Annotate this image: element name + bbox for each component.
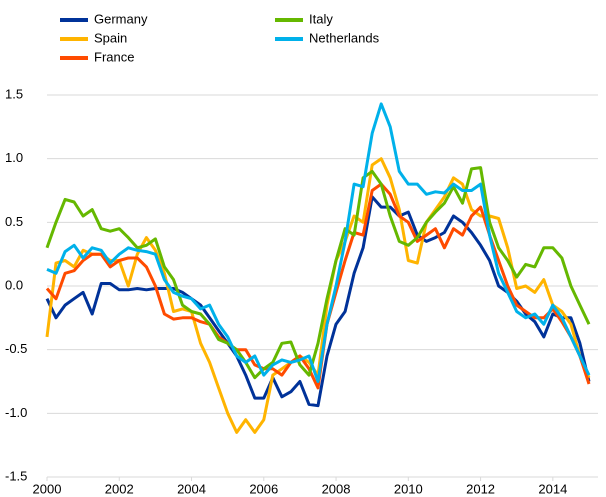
y-tick-label: -1.0 <box>5 405 27 420</box>
line-series <box>46 102 591 383</box>
line-series <box>45 166 591 380</box>
legend-label: Germany <box>94 11 148 26</box>
x-tick-label: 2014 <box>538 481 567 496</box>
line-series <box>45 182 591 390</box>
y-tick-label: 1.0 <box>5 150 23 165</box>
legend-label: Spain <box>94 30 127 45</box>
y-tick-label: 0.0 <box>5 277 23 292</box>
x-tick-label: 2008 <box>322 481 351 496</box>
x-tick-label: 2004 <box>177 481 206 496</box>
x-tick-label: 2000 <box>33 481 62 496</box>
line-series <box>45 195 591 408</box>
x-tick-label: 2006 <box>249 481 278 496</box>
legend-label: France <box>94 49 134 64</box>
y-tick-label: -1.5 <box>5 468 27 483</box>
legend-label: Netherlands <box>309 30 380 45</box>
y-tick-label: -0.5 <box>5 341 27 356</box>
y-tick-label: 1.5 <box>5 86 23 101</box>
x-tick-label: 2012 <box>466 481 495 496</box>
y-tick-label: 0.5 <box>5 214 23 229</box>
x-tick-label: 2002 <box>105 481 134 496</box>
legend-label: Italy <box>309 11 333 26</box>
x-tick-label: 2010 <box>394 481 423 496</box>
